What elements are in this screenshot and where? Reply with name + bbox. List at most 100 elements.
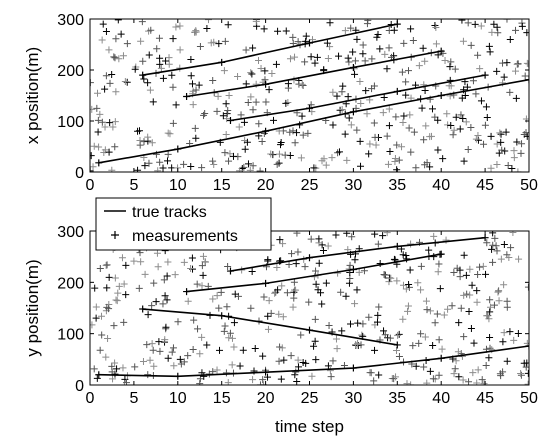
measurement-point <box>337 288 345 296</box>
x-tick-label: 40 <box>432 390 450 407</box>
measurement-point <box>264 325 272 333</box>
measurement-point <box>338 327 346 335</box>
measurement-point <box>268 69 276 77</box>
measurement-point <box>106 79 114 87</box>
measurement-point <box>94 89 102 97</box>
measurement-point <box>156 158 164 166</box>
measurement-point <box>217 288 225 296</box>
track-line-2 <box>142 23 398 76</box>
measurement-point <box>390 26 398 34</box>
measurement-point <box>115 282 123 290</box>
measurement-point <box>278 282 286 290</box>
measurement-point <box>404 302 412 310</box>
measurement-point <box>255 120 263 128</box>
measurement-point <box>435 260 443 268</box>
measurement-point <box>495 287 503 295</box>
measurement-point <box>176 355 184 363</box>
measurement-point <box>524 380 529 385</box>
measurement-point <box>93 104 101 112</box>
measurement-point <box>111 143 119 151</box>
measurement-point <box>97 312 105 320</box>
measurement-point <box>156 54 164 62</box>
measurement-point <box>395 353 403 361</box>
measurement-point <box>307 101 315 109</box>
measurement-point <box>210 160 218 168</box>
measurement-point <box>417 286 425 294</box>
measurement-point <box>103 303 111 311</box>
x-tick-label: 45 <box>476 390 494 407</box>
measurement-point <box>503 297 511 305</box>
measurement-point <box>499 59 507 67</box>
measurement-point <box>503 357 511 365</box>
measurement-point <box>98 36 106 44</box>
track-point <box>393 242 401 250</box>
measurement-point <box>180 258 188 266</box>
measurement-point <box>393 166 401 172</box>
measurement-point <box>498 146 506 154</box>
measurement-point <box>426 163 434 171</box>
measurement-point <box>198 333 206 341</box>
measurement-point <box>386 147 394 155</box>
chart-top-panel: 0 5 10 15 20 25 30 35 40 45 50 0 100 200 300 x position… <box>23 12 538 194</box>
measurement-point <box>267 150 275 158</box>
measurement-point <box>249 162 257 170</box>
track-point <box>262 279 270 287</box>
measurement-point <box>455 319 463 327</box>
measurement-point <box>478 376 486 384</box>
measurement-point <box>448 302 456 310</box>
measurement-point <box>455 373 463 381</box>
measurement-point <box>98 331 106 339</box>
track-point <box>437 250 445 258</box>
measurement-point <box>213 292 221 300</box>
measurement-point <box>155 34 163 42</box>
measurement-point <box>304 129 312 137</box>
measurement-point <box>145 51 153 59</box>
measurement-point <box>228 334 236 342</box>
measurement-point <box>260 25 268 33</box>
measurement-point <box>114 289 122 297</box>
measurement-point <box>288 250 296 258</box>
measurement-point <box>379 109 387 117</box>
measurement-point <box>192 134 200 142</box>
measurement-point <box>108 71 116 79</box>
measurement-point <box>351 300 359 308</box>
measurement-point <box>251 345 259 353</box>
measurement-point <box>264 312 272 320</box>
measurement-point <box>463 83 471 91</box>
measurement-point <box>456 125 464 133</box>
measurement-point <box>224 21 232 29</box>
measurement-point <box>284 80 292 88</box>
measurement-point <box>361 57 369 65</box>
x-tick-label: 5 <box>129 177 138 194</box>
measurement-point <box>423 379 431 385</box>
x-tick-label: 10 <box>169 177 187 194</box>
measurement-point <box>96 110 104 118</box>
measurement-point <box>311 59 319 67</box>
measurement-point <box>423 159 431 167</box>
measurement-point <box>285 261 293 269</box>
measurement-point <box>477 97 485 105</box>
measurement-point <box>96 346 104 354</box>
measurement-point <box>279 240 287 248</box>
measurement-point <box>345 114 353 122</box>
measurement-point <box>492 242 500 250</box>
measurement-point <box>192 28 200 36</box>
measurement-point <box>276 236 284 244</box>
measurement-point <box>368 55 376 63</box>
measurement-point <box>405 67 413 75</box>
measurement-point <box>275 150 283 158</box>
measurement-point <box>383 65 391 73</box>
measurement-point <box>105 148 113 156</box>
measurement-point <box>517 371 525 379</box>
measurement-point <box>359 41 367 49</box>
measurement-point <box>187 72 195 80</box>
measurement-point <box>399 281 407 289</box>
measurement-point <box>339 82 347 90</box>
track-point <box>437 92 445 99</box>
measurement-point <box>452 113 460 121</box>
measurement-point <box>357 162 365 170</box>
x-tick-label: 50 <box>520 390 538 407</box>
x-tick-label: 20 <box>257 390 275 407</box>
track-point <box>306 39 313 47</box>
measurement-point <box>490 20 498 28</box>
